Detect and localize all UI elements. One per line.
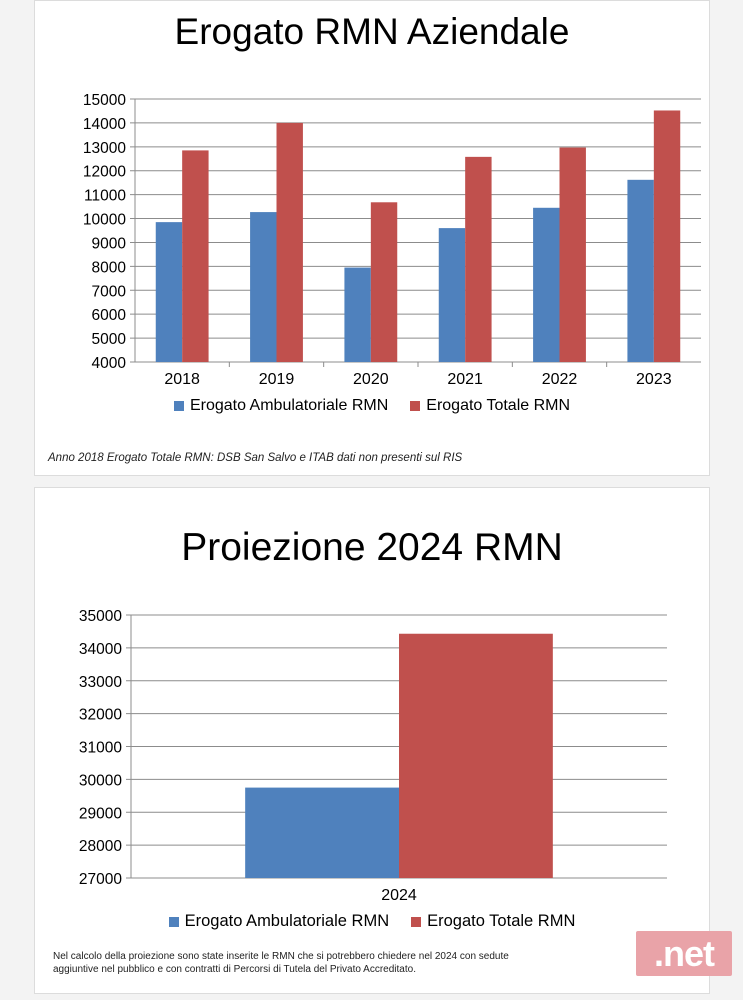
x-tick-label: 2022 [542,371,578,388]
bar-totale-2024 [399,633,553,878]
chart-legend: Erogato Ambulatoriale RMN Erogato Totale… [35,912,709,931]
y-tick-label: 11000 [84,188,126,205]
bar-totale-2019 [276,122,303,362]
chart-card-proiezione: Proiezione 2024 RMN 27000 28000 29000 30000… [34,487,710,994]
y-tick-label: 32000 [79,707,122,724]
watermark-logo: .net [636,931,732,976]
chart-footnote: Nel calcolo della proiezione sono state … [53,951,509,975]
bar-totale-2020 [370,202,398,362]
legend-item-ambulatoriale: Erogato Ambulatoriale RMN [173,397,389,415]
bar-ambulatoriale-2023 [627,179,654,362]
x-tick-label: 2023 [636,371,672,388]
y-tick-label: 35000 [79,608,122,625]
y-tick-label: 29000 [79,805,122,822]
x-tick-label: 2018 [164,371,200,388]
y-tick-label: 34000 [79,641,122,658]
y-tick-label: 33000 [79,674,122,691]
bar-ambulatoriale-2018 [155,222,183,362]
y-tick-label: 15000 [83,92,126,109]
x-tick-label: 2020 [353,371,389,388]
bar-ambulatoriale-2022 [533,207,560,362]
legend-swatch-blue [168,916,179,927]
y-tick-label: 28000 [79,838,122,855]
bar-totale-2021 [465,156,492,362]
legend-label: Erogato Ambulatoriale RMN [189,397,389,414]
y-tick-label: 31000 [79,740,122,757]
y-tick-label: 12000 [83,164,126,181]
x-tick-label: 2024 [381,887,417,904]
legend-swatch-red [411,916,422,927]
x-tick-label: 2021 [447,371,483,388]
y-tick-label: 14000 [83,116,126,133]
chart-card-erogato: Erogato RMN Aziendale 4000 5000 6000 7000 80… [34,0,710,476]
bar-ambulatoriale-2019 [250,212,277,362]
chart-legend: Erogato Ambulatoriale RMN Erogato Totale… [35,397,709,415]
legend-item-totale: Erogato Totale RMN [410,397,570,415]
y-tick-label: 7000 [92,283,127,300]
y-tick-label: 27000 [79,871,122,888]
bar-chart-proiezione: 27000 28000 29000 30000 31000 32000 33000 34000… [79,608,667,904]
chart-title: Proiezione 2024 RMN [181,526,563,569]
bar-totale-2022 [559,147,586,362]
y-tick-label: 10000 [83,212,126,229]
bar-totale-2018 [182,150,209,362]
y-tick-label: 5000 [92,331,127,348]
legend-label: Erogato Totale RMN [426,397,571,414]
bar-ambulatoriale-2021 [438,228,466,362]
bar-ambulatoriale-2024 [245,787,399,878]
legend-label: Erogato Totale RMN [427,912,576,930]
legend-label: Erogato Ambulatoriale RMN [184,912,390,930]
bar-chart-erogato: 4000 5000 6000 7000 8000 9000 10000 11000 12000 1… [83,92,701,388]
x-tick-label: 2019 [259,371,295,388]
legend-item-totale: Erogato Totale RMN [411,912,575,931]
bar-ambulatoriale-2020 [344,267,371,362]
y-tick-label: 30000 [79,772,122,789]
legend-swatch-blue [173,401,184,411]
y-tick-label: 13000 [83,140,126,157]
y-tick-label: 8000 [92,259,127,276]
y-tick-label: 6000 [92,307,127,324]
chart-footnote: Anno 2018 Erogato Totale RMN: DSB San Sa… [48,452,463,464]
legend-item-ambulatoriale: Erogato Ambulatoriale RMN [168,912,390,931]
y-tick-label: 9000 [92,235,127,252]
bar-totale-2023 [653,110,681,362]
y-tick-label: 4000 [92,355,127,372]
legend-swatch-red [410,401,421,411]
chart-title: Erogato RMN Aziendale [174,11,570,52]
